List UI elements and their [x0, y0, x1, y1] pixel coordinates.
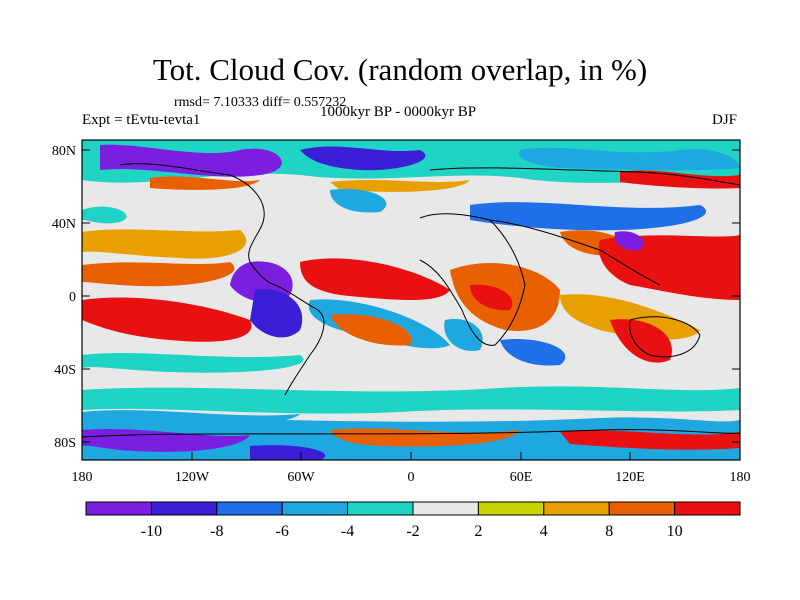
colorbar-tick-label: -8 — [210, 523, 223, 540]
coastline-south-america — [269, 282, 325, 396]
coastline-north-america — [119, 163, 271, 284]
region-natlantic-blue — [330, 189, 387, 213]
colorbar-tick-label: 10 — [667, 523, 683, 540]
colorbar-labels: -10 -8 -6 -4 -2 2 4 8 10 — [141, 523, 683, 540]
y-tick-label: 40N — [52, 217, 76, 232]
region-arctic-orange — [150, 176, 260, 190]
y-tick-label: 80N — [52, 144, 76, 159]
experiment-label: Expt = tEvtu-tevta1 — [82, 112, 201, 128]
y-tick-label: 0 — [69, 290, 76, 305]
region-arctic-lightblue — [519, 147, 740, 171]
colorbar-swatch — [674, 501, 741, 516]
x-tick-label: 60E — [510, 470, 533, 485]
region-asia-blue — [470, 202, 707, 231]
colorbar-swatch — [85, 501, 152, 516]
region-antarctic-purple — [82, 428, 250, 452]
region-arctic-blue — [300, 146, 426, 171]
colorbar-tick-label: 4 — [540, 523, 548, 540]
season-label: DJF — [712, 112, 738, 128]
plot-title: Tot. Cloud Cov. (random overlap, in %) — [152, 52, 648, 87]
colorbar-swatch — [608, 501, 676, 516]
region-arctic-yellow — [330, 180, 470, 192]
period-label: 1000kyr BP - 0000kyr BP — [320, 104, 477, 120]
cloud-cover-field — [82, 140, 740, 460]
y-tick-label: 40S — [54, 363, 76, 378]
region-indian-orange — [560, 294, 700, 340]
region-samerica-blue — [250, 289, 303, 338]
region-wpacific-red — [598, 235, 740, 300]
x-tick-label: 120W — [175, 470, 210, 485]
x-tick-label: 0 — [408, 470, 415, 485]
region-tropics-orange — [82, 262, 235, 287]
coastline-africa — [419, 213, 526, 346]
colorbar-tick-label: -4 — [341, 523, 354, 540]
region-africa-red — [470, 284, 513, 311]
region-china-purple — [614, 231, 644, 251]
region-antarctic-blue — [250, 445, 326, 460]
colorbar-swatch — [477, 501, 545, 516]
colorbar-swatch — [216, 501, 283, 516]
region-npacific-cyan — [82, 206, 127, 224]
region-sindian-blue — [500, 339, 566, 366]
colorbar-swatch — [543, 501, 610, 516]
region-npacific-orange — [82, 229, 247, 259]
region-antarctic-red — [560, 430, 740, 450]
colorbar-swatch — [281, 501, 349, 516]
region-arctic-red — [620, 170, 740, 189]
region-australia-red — [610, 319, 672, 363]
region-safrica-cyan — [444, 319, 483, 351]
coastlines — [82, 163, 740, 438]
region-southern-cyan — [82, 352, 304, 373]
region-spacific-red — [82, 297, 252, 342]
y-axis-ticks — [82, 149, 740, 443]
region-southern-band-cyan — [82, 386, 740, 414]
stats-text: rmsd= 7.10333 diff= 0.557232 — [174, 95, 347, 110]
region-atlantic-red — [300, 258, 450, 300]
colorbar-tick-label: 2 — [474, 523, 482, 540]
coastline-antarctica — [82, 429, 740, 438]
colorbar-tick-label: 8 — [605, 523, 613, 540]
region-arctic-purple — [100, 144, 282, 177]
x-axis-ticks — [81, 452, 741, 460]
coastline-asia-south — [489, 219, 661, 286]
y-tick-label: 80S — [54, 436, 76, 451]
colorbar-swatch — [150, 501, 218, 516]
x-tick-label: 180 — [730, 470, 751, 485]
colorbar — [85, 501, 741, 516]
coastline-eurasia-north — [429, 167, 740, 186]
colorbar-tick-label: -6 — [276, 523, 289, 540]
coastline-australia — [629, 316, 701, 358]
region-satlantic-orange — [330, 314, 412, 346]
colorbar-swatch — [412, 501, 479, 516]
colorbar-tick-label: -2 — [406, 523, 419, 540]
colorbar-tick-label: -10 — [141, 523, 162, 540]
x-tick-label: 120E — [615, 470, 645, 485]
x-tick-label: 60W — [287, 470, 315, 485]
colorbar-swatch — [347, 501, 414, 516]
x-tick-label: 180 — [72, 470, 93, 485]
